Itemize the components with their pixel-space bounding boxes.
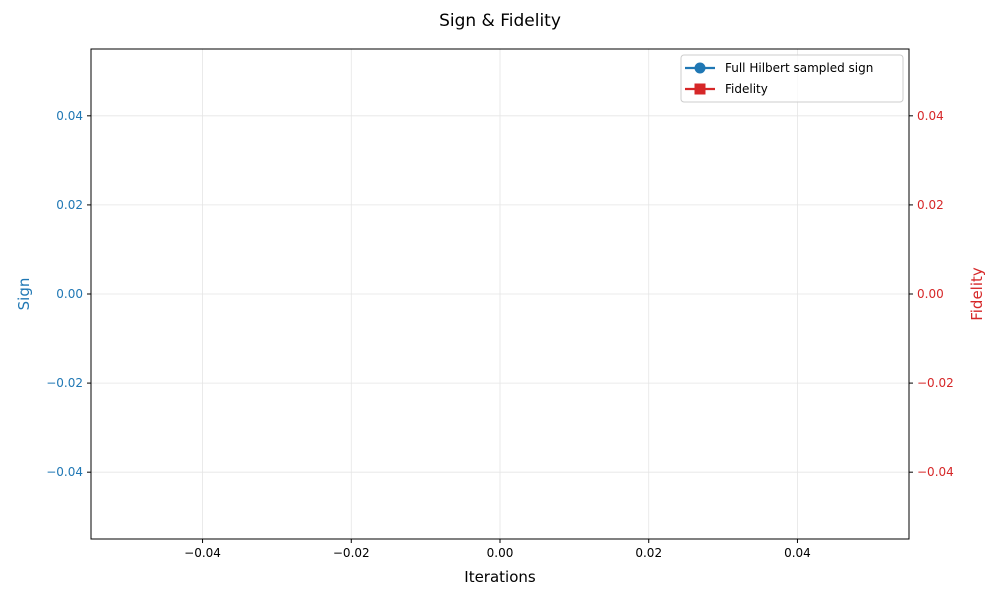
x-tick-label: 0.00 [487,546,514,560]
chart-title: Sign & Fidelity [439,11,561,31]
left-y-tick-label: −0.02 [46,376,83,390]
right-y-tick-label: −0.04 [917,465,954,479]
left-y-axis-ticks: 0.04 0.02 0.00 −0.02 −0.04 [46,109,91,479]
right-y-tick-label: −0.02 [917,376,954,390]
left-y-axis-label: Sign [15,278,33,311]
left-y-tick-label: 0.00 [56,287,83,301]
right-y-tick-label: 0.00 [917,287,944,301]
x-tick-label: 0.04 [784,546,811,560]
x-tick-label: −0.04 [184,546,221,560]
right-y-tick-label: 0.02 [917,198,944,212]
right-y-axis-label: Fidelity [968,267,986,321]
left-y-tick-label: 0.04 [56,109,83,123]
legend-box [680,54,904,103]
x-axis-ticks: −0.04 −0.02 0.00 0.02 0.04 [184,539,811,560]
right-y-axis-ticks: 0.04 0.02 0.00 −0.02 −0.04 [909,109,954,479]
right-y-tick-label: 0.04 [917,109,944,123]
grid-layer [91,49,909,539]
left-y-tick-label: −0.04 [46,465,83,479]
legend-label-fidelity: Fidelity [725,82,768,96]
x-tick-label: 0.02 [635,546,662,560]
legend-marker-square [694,83,706,95]
x-tick-label: −0.02 [333,546,370,560]
legend-label-sign: Full Hilbert sampled sign [725,61,873,75]
legend-marker-circle [694,62,706,74]
x-axis-label: Iterations [464,568,536,586]
legend: Full Hilbert sampled sign Fidelity [680,54,904,103]
left-y-tick-label: 0.02 [56,198,83,212]
